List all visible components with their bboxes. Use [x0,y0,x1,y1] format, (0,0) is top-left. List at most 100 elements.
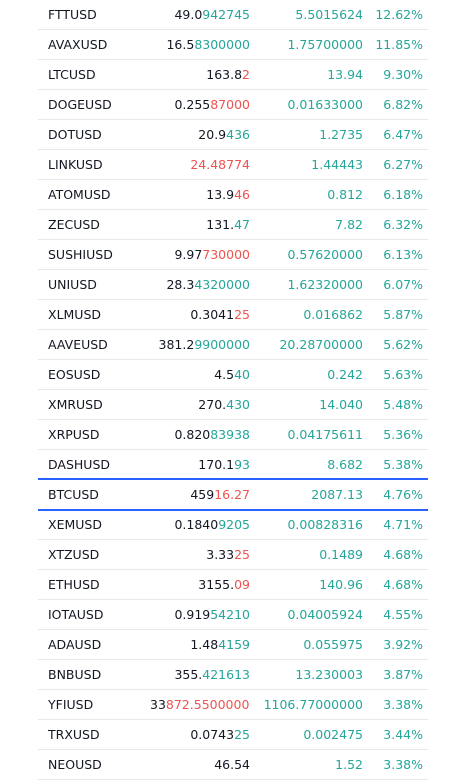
watchlist-row[interactable]: ATOMUSD 13.946 0.812 6.18% [38,180,428,210]
watchlist-row[interactable]: ADAUSD 1.484159 0.055975 3.92% [38,630,428,660]
change-percent: 4.68% [383,547,423,562]
price-lead: 1.48 [190,637,219,652]
change: 0.57620000 [287,247,363,262]
symbol: AVAXUSD [48,37,108,52]
watchlist-row[interactable]: DOGEUSD 0.25587000 0.01633000 6.82% [38,90,428,120]
price: 16.58300000 [150,30,250,58]
change: 0.002475 [303,727,363,742]
price-tail: 24.48774 [190,157,250,172]
price: 24.48774 [150,150,250,178]
symbol: DOTUSD [48,127,102,142]
change: 5.5015624 [295,7,363,22]
price-lead: 0.820 [174,427,211,442]
change-percent: 5.62% [383,337,423,352]
change-percent: 4.76% [383,487,423,502]
watchlist-row[interactable]: UNIUSD 28.34320000 1.62320000 6.07% [38,270,428,300]
price-lead: 3.33 [206,547,235,562]
symbol: DASHUSD [48,457,110,472]
price: 131.47 [150,210,250,238]
price-tail: 430 [226,397,250,412]
symbol: LTCUSD [48,67,96,82]
change-percent: 6.07% [383,277,423,292]
price-tail: 4320000 [194,277,250,292]
price-lead: 4.5 [214,367,235,382]
price-tail: 87000 [210,97,250,112]
change: 0.1489 [319,547,363,562]
price: 46.54 [150,750,250,778]
price: 163.82 [150,60,250,88]
change: 0.04005924 [287,607,363,622]
watchlist-row[interactable]: BTCUSD 45916.27 2087.13 4.76% [38,478,428,511]
watchlist-row[interactable]: LINKUSD 24.48774 1.44443 6.27% [38,150,428,180]
change-percent: 5.87% [383,307,423,322]
price-tail: 46 [234,187,250,202]
symbol: XEMUSD [48,517,102,532]
watchlist-row[interactable]: XTZUSD 3.3325 0.1489 4.68% [38,540,428,570]
price-lead: 270. [198,397,227,412]
price-lead: 0.1840 [174,517,219,532]
change-percent: 6.32% [383,217,423,232]
watchlist-row[interactable]: NEOUSD 46.54 1.52 3.38% [38,750,428,780]
price: 49.0942745 [150,0,250,28]
symbol: ATOMUSD [48,187,111,202]
change: 7.82 [335,217,363,232]
watchlist-row[interactable]: TRXUSD 0.074325 0.002475 3.44% [38,720,428,750]
price: 1.484159 [150,630,250,658]
price-tail: 8300000 [194,37,250,52]
watchlist-row[interactable]: ETHUSD 3155.09 140.96 4.68% [38,570,428,600]
price: 270.430 [150,390,250,418]
price: 45916.27 [150,480,250,508]
watchlist-row[interactable]: DASHUSD 170.193 8.682 5.38% [38,450,428,480]
symbol: EOSUSD [48,367,101,382]
change: 0.242 [327,367,363,382]
symbol: YFIUSD [48,697,94,712]
symbol: DOGEUSD [48,97,112,112]
symbol: XRPUSD [48,427,100,442]
price-lead: 49.0 [174,7,203,22]
price-tail: 93 [234,457,250,472]
watchlist-row[interactable]: ZECUSD 131.47 7.82 6.32% [38,210,428,240]
watchlist-row[interactable]: AVAXUSD 16.58300000 1.75700000 11.85% [38,30,428,60]
watchlist-row[interactable]: SUSHIUSD 9.97730000 0.57620000 6.13% [38,240,428,270]
change-percent: 3.44% [383,727,423,742]
symbol: IOTAUSD [48,607,104,622]
price: 28.34320000 [150,270,250,298]
watchlist-row[interactable]: YFIUSD 33872.55000000 1106.77000000 3.38% [38,690,428,720]
change-percent: 6.27% [383,157,423,172]
price-tail: 942745 [202,7,250,22]
change: 1.75700000 [287,37,363,52]
change: 0.812 [327,187,363,202]
price: 170.193 [150,450,250,478]
change-percent: 11.85% [375,37,423,52]
symbol: ETHUSD [48,577,100,592]
watchlist-row[interactable]: XRPUSD 0.82083938 0.04175611 5.36% [38,420,428,450]
symbol: BNBUSD [48,667,102,682]
watchlist-row[interactable]: XMRUSD 270.430 14.040 5.48% [38,390,428,420]
change: 8.682 [327,457,363,472]
price: 355.421613 [150,660,250,688]
price: 20.9436 [150,120,250,148]
watchlist-row[interactable]: XEMUSD 0.18409205 0.00828316 4.71% [38,510,428,540]
price-lead: 355. [174,667,203,682]
watchlist-row[interactable]: BNBUSD 355.421613 13.230003 3.87% [38,660,428,690]
symbol: NEOUSD [48,757,102,772]
price: 381.29900000 [150,330,250,358]
price-tail: 9205 [218,517,250,532]
watchlist-row[interactable]: IOTAUSD 0.91954210 0.04005924 4.55% [38,600,428,630]
watchlist-row[interactable]: LTCUSD 163.82 13.94 9.30% [38,60,428,90]
change-percent: 6.13% [383,247,423,262]
price: 9.97730000 [150,240,250,268]
watchlist-row[interactable]: XLMUSD 0.304125 0.016862 5.87% [38,300,428,330]
price-lead: 33 [150,697,166,712]
watchlist-row[interactable]: FTTUSD 49.0942745 5.5015624 12.62% [38,0,428,30]
watchlist-row[interactable]: AAVEUSD 381.29900000 20.28700000 5.62% [38,330,428,360]
change: 0.00828316 [287,517,363,532]
watchlist-row[interactable]: EOSUSD 4.540 0.242 5.63% [38,360,428,390]
change-percent: 3.92% [383,637,423,652]
change: 20.28700000 [279,337,363,352]
price: 0.18409205 [150,510,250,538]
price: 4.540 [150,360,250,388]
price-tail: 16.27 [214,487,250,502]
watchlist-row[interactable]: DOTUSD 20.9436 1.2735 6.47% [38,120,428,150]
price-lead: 13.9 [206,187,235,202]
